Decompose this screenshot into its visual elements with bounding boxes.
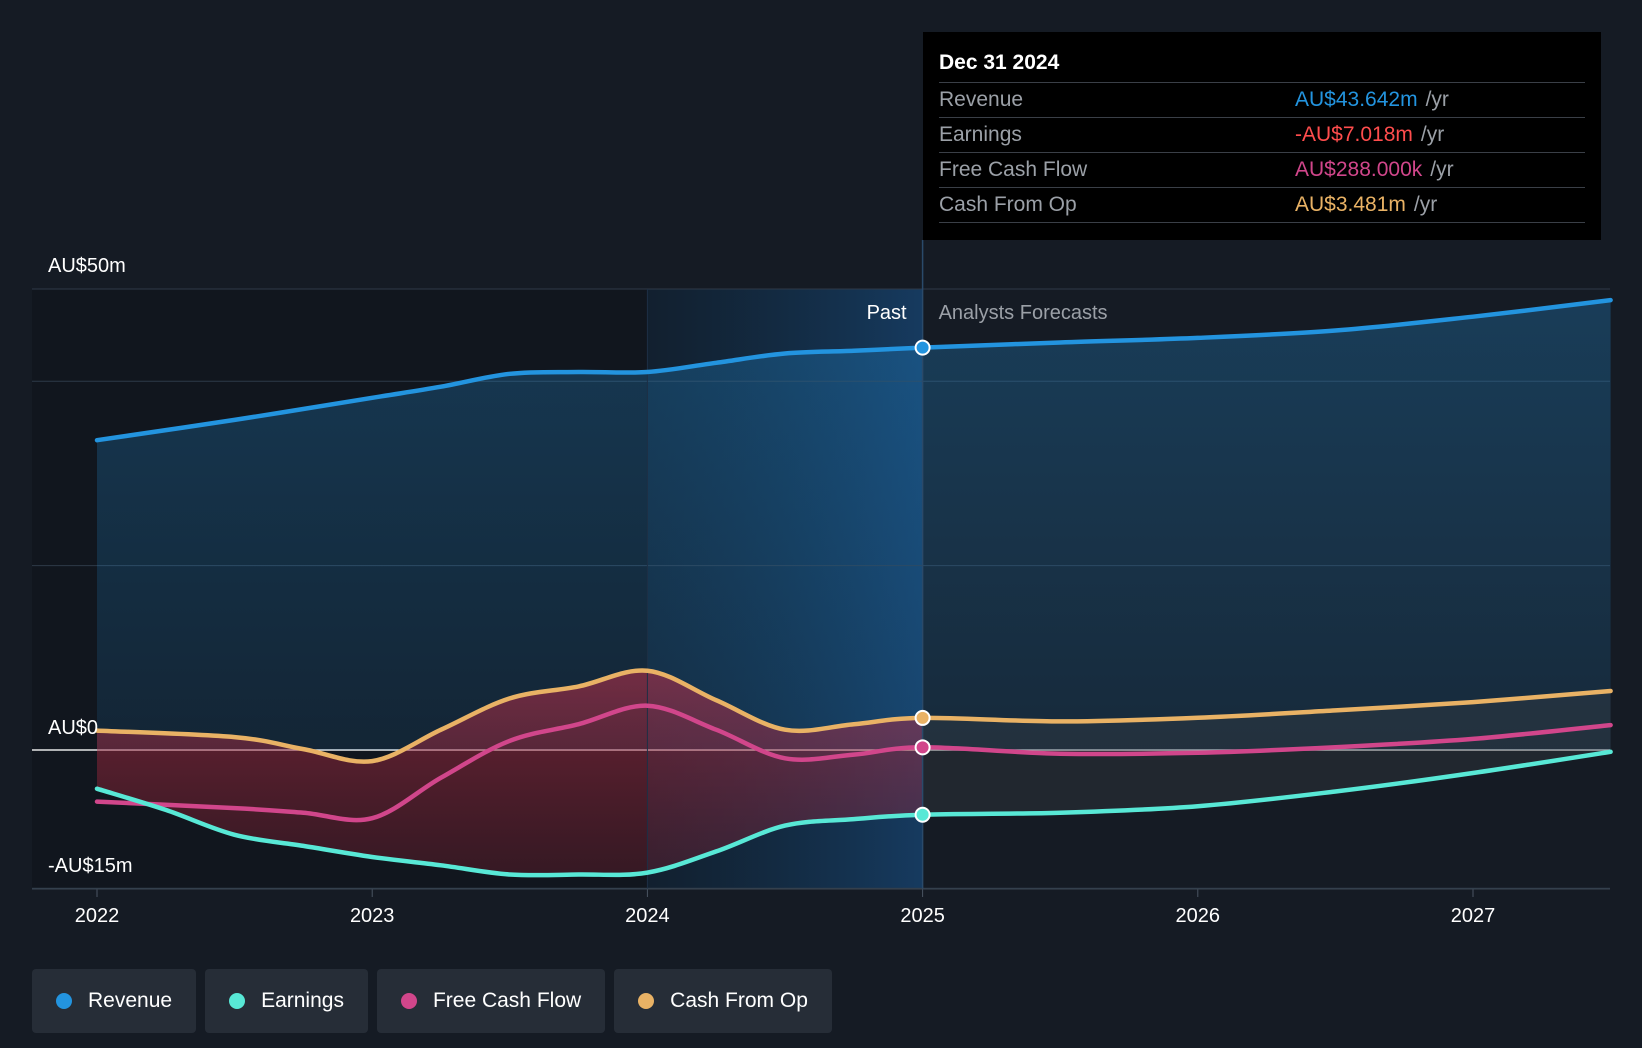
tooltip-name: Earnings <box>939 123 1022 146</box>
tooltip-unit: /yr <box>1425 88 1449 111</box>
tooltip-unit: /yr <box>1413 193 1438 216</box>
x-tick-label: 2027 <box>1451 905 1496 927</box>
cash-from-op-marker <box>914 709 931 726</box>
revenue-area <box>97 300 1611 750</box>
y-tick-label: AU$0 <box>48 717 98 739</box>
y-axis-labels: AU$50m AU$0 -AU$15m <box>48 255 132 877</box>
x-tick-label: 2022 <box>75 905 120 927</box>
tooltip-unit: /yr <box>1420 123 1445 146</box>
tooltip-name: Free Cash Flow <box>939 158 1088 181</box>
earnings-line <box>94 749 1613 878</box>
x-axis-labels: 2022 2023 2024 2025 2026 2027 <box>32 888 1610 927</box>
earnings-dot-icon <box>229 993 246 1009</box>
tooltip-value: AU$3.481m <box>1295 193 1406 216</box>
free-cash-flow-marker <box>914 739 931 756</box>
revenue-marker <box>914 339 931 356</box>
area-fills <box>97 300 1611 876</box>
legend-item-free-cash-flow[interactable]: Free Cash Flow <box>376 969 606 1033</box>
legend-item-cash-from-op[interactable]: Cash From Op <box>614 969 832 1033</box>
series-markers <box>914 339 931 823</box>
revenue-line <box>94 297 1613 443</box>
free-cash-flow-line <box>94 703 1613 823</box>
earnings-marker <box>914 806 931 823</box>
revenue-dot-icon <box>56 993 72 1009</box>
series-lines <box>94 297 1613 878</box>
past-label: Past <box>867 302 907 324</box>
forecast-label: Analysts Forecasts <box>939 302 1108 324</box>
legend-label: Revenue <box>88 989 173 1012</box>
tooltip-name: Cash From Op <box>939 193 1077 216</box>
tooltip-value: -AU$7.018m <box>1295 123 1413 146</box>
tooltip-unit: /yr <box>1430 158 1454 181</box>
tooltip-row-cash-from-op: Cash From Op AU$3.481m /yr <box>939 188 1585 223</box>
tooltip-row-revenue: Revenue AU$43.642m /yr <box>939 83 1585 118</box>
x-tick-label: 2024 <box>625 905 670 927</box>
tooltip-value: AU$288.000k <box>1295 158 1423 181</box>
y-tick-label: AU$50m <box>48 255 126 277</box>
legend-label: Earnings <box>261 989 344 1012</box>
free-cash-flow-dot-icon <box>400 993 417 1009</box>
legend-label: Free Cash Flow <box>432 989 582 1012</box>
legend-item-earnings[interactable]: Earnings <box>205 969 368 1033</box>
past-cashflow-area <box>97 670 923 876</box>
chart-canvas: Past Analysts Forecasts AU$50m AU$0 -AU$15… <box>32 240 1613 927</box>
x-tick-label: 2023 <box>350 905 395 927</box>
tooltip-name: Revenue <box>939 88 1024 111</box>
legend: Revenue Earnings Free Cash Flow Cash Fro… <box>32 969 832 1033</box>
hover-tooltip: Dec 31 2024 Revenue AU$43.642m /yr Earni… <box>923 32 1601 240</box>
x-tick-label: 2025 <box>900 905 945 927</box>
legend-label: Cash From Op <box>670 989 808 1012</box>
cash-from-op-dot-icon <box>638 993 655 1009</box>
legend-item-revenue[interactable]: Revenue <box>32 969 197 1033</box>
x-tick-label: 2026 <box>1176 905 1221 927</box>
tooltip-row-free-cash-flow: Free Cash Flow AU$288.000k /yr <box>939 153 1585 188</box>
tooltip-date: Dec 31 2024 <box>939 48 1585 83</box>
tooltip-row-earnings: Earnings -AU$7.018m /yr <box>939 118 1585 153</box>
tooltip-value: AU$43.642m <box>1295 88 1418 111</box>
cash-from-op-line <box>94 668 1613 764</box>
y-tick-label: -AU$15m <box>48 855 132 877</box>
